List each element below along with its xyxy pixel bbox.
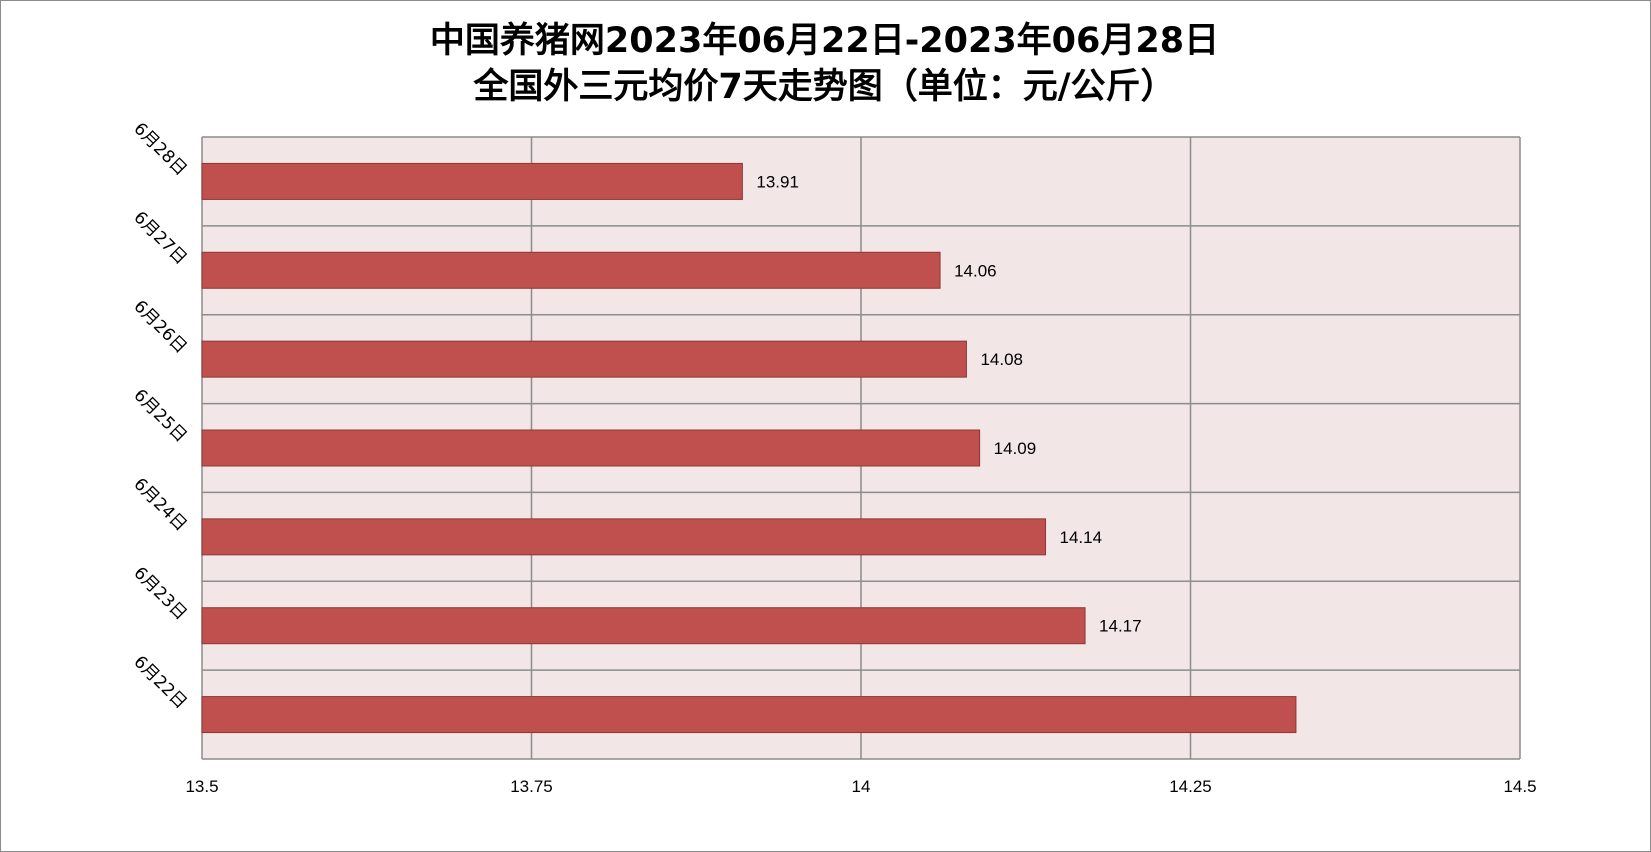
category-label: 6月28日 [129, 119, 190, 180]
x-tick-label: 13.75 [510, 777, 553, 796]
category-label: 6月25日 [129, 385, 190, 446]
chart-title: 中国养猪网2023年06月22日-2023年06月28日 全国外三元均价7天走势… [0, 18, 1649, 110]
category-label: 6月22日 [129, 652, 190, 713]
data-label: 14.06 [954, 261, 997, 280]
bar [201, 340, 967, 378]
chart-title-line2: 全国外三元均价7天走势图（单位：元/公斤） [473, 67, 1176, 107]
bar [201, 696, 1297, 734]
bar [201, 518, 1047, 556]
chart-title-line1: 中国养猪网2023年06月22日-2023年06月28日 [429, 21, 1220, 61]
x-tick-label: 14.25 [1169, 777, 1212, 796]
bar [201, 251, 941, 289]
x-tick-label: 14 [852, 777, 871, 796]
bar [201, 607, 1086, 645]
category-label: 6月24日 [129, 474, 190, 535]
data-label: 13.91 [756, 172, 799, 191]
bar [201, 162, 743, 200]
data-label: 14.08 [980, 350, 1023, 369]
x-tick-label: 13.5 [185, 777, 218, 796]
data-label: 14.17 [1099, 617, 1142, 636]
category-label: 6月26日 [129, 297, 190, 358]
category-label: 6月27日 [129, 208, 190, 269]
bar [201, 429, 981, 467]
data-label: 14.14 [1060, 528, 1103, 547]
x-tick-label: 14.5 [1503, 777, 1536, 796]
category-label: 6月23日 [129, 563, 190, 624]
data-label: 14.09 [994, 439, 1037, 458]
